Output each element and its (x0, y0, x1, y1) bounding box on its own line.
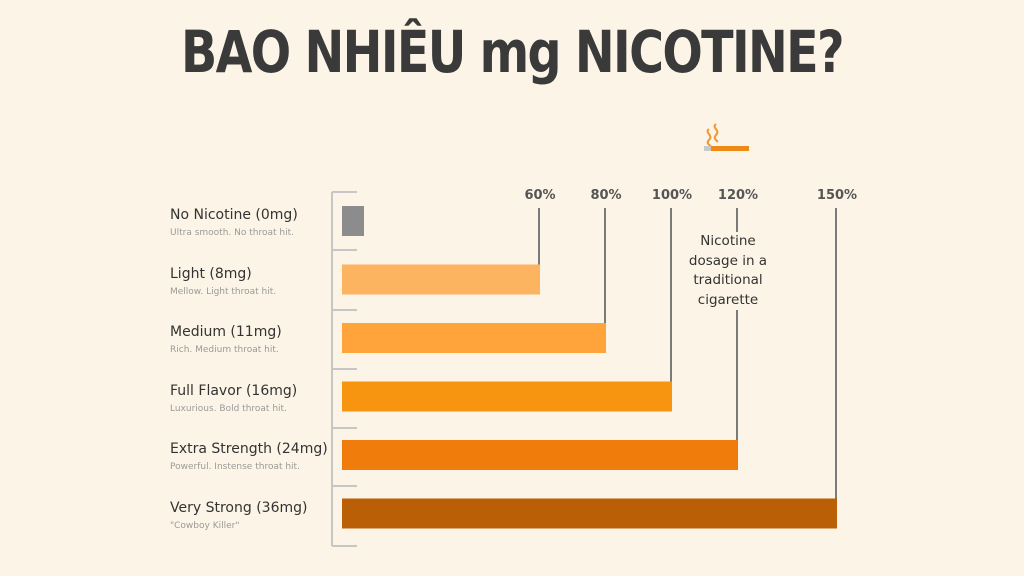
category-label: Extra Strength (24mg) (170, 441, 328, 457)
category-subtitle: Luxurious. Bold throat hit. (170, 403, 287, 414)
bar-2 (342, 264, 540, 295)
bar-1 (342, 206, 364, 236)
tick-label: 100% (652, 188, 692, 203)
category-subtitle: Mellow. Light throat hit. (170, 286, 277, 297)
page-title: BAO NHIÊU mg NICOTINE? (181, 18, 845, 86)
bar-4 (342, 381, 672, 412)
bar-6 (342, 498, 837, 529)
tick-label: 60% (524, 188, 555, 203)
category-subtitle: Ultra smooth. No throat hit. (170, 228, 294, 238)
category-label: Light (8mg) (170, 265, 252, 282)
category-subtitle: Rich. Medium throat hit. (170, 345, 279, 355)
category-label: No Nicotine (0mg) (170, 207, 298, 223)
category-subtitle: Powerful. Instense throat hit. (170, 462, 300, 472)
tick-label: 120% (718, 188, 758, 203)
tick-label: 80% (590, 188, 621, 203)
cigarette-icon (704, 123, 749, 151)
category-label: Medium (11mg) (170, 324, 282, 340)
tick-label: 150% (817, 188, 857, 203)
annotation-text: Nicotine dosage in a traditional cigaret… (682, 232, 774, 310)
category-subtitle: "Cowboy Killer" (170, 520, 240, 531)
bar-5 (342, 440, 738, 470)
category-label: Very Strong (36mg) (170, 499, 308, 516)
category-label: Full Flavor (16mg) (170, 382, 298, 399)
bar-3 (342, 323, 606, 353)
